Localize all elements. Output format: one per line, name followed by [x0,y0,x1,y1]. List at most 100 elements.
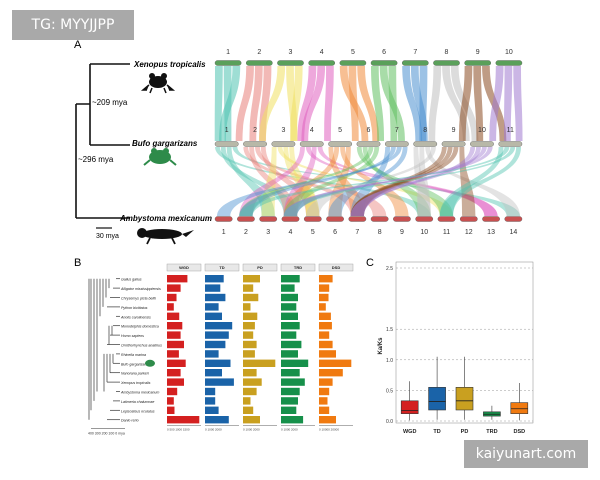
chromosome-label: 6 [367,127,371,134]
chromosome-segment [299,141,324,147]
chromosome-tracks: 1 2 3 4 5 6 7 8 9 101 2 3 4 5 6 7 8 9 10 111 2 3 4 5 6 7 8 9 10 11 12 1… [214,49,523,236]
expansion-bar [281,369,300,377]
species-name: Rhinella marina [121,353,146,357]
chromosome-label: 5 [338,127,342,134]
chromosome-segment [464,60,492,66]
tree-axis-label: 400 300 200 100 0 mya [88,431,125,435]
synteny-band [350,147,447,216]
synteny-band [239,147,510,216]
box-body [428,387,446,411]
synteny-band [317,147,498,216]
expansion-bar [319,416,336,424]
synteny-band [215,147,431,216]
expansion-bar [319,359,352,367]
species-name: Homo sapiens [121,334,144,338]
synteny-band [305,147,498,216]
divergence-label-2: ~296 mya [78,155,114,164]
expansion-bar [243,387,257,396]
y-tick-label: 0.0 [386,419,393,425]
chromosome-label: 11 [507,127,514,134]
chromosome-segment [303,216,322,222]
watermark-top: TG: MYYJJPP [12,10,134,40]
expansion-bar [319,284,330,292]
expansion-bar [167,406,175,414]
column-axis-label: 0 500 1000 1500 [167,427,190,431]
expansion-bar [205,331,229,339]
synteny-band [289,147,320,216]
panel-b-label: B [74,257,81,269]
synteny-band [428,66,442,141]
expansion-bar [319,275,333,283]
synteny-band [402,66,423,141]
chromosome-label: 4 [310,127,314,134]
synteny-band [413,147,431,216]
synteny-band [306,147,436,216]
expansion-bar [243,406,254,414]
chromosome-segment [415,216,434,222]
species-ambystoma: Ambystoma mexicanum [119,214,212,223]
chromosome-segment [281,216,300,222]
chromosome-segment [214,141,239,147]
species-name: Chrysemys picta bellii [121,297,156,301]
chromosome-segment [277,60,304,66]
chromosome-label: 9 [476,49,480,56]
x-category-label: PD [461,429,469,435]
chromosome-segment [339,60,367,66]
synteny-band [425,147,520,216]
synteny-band [219,66,241,141]
expansion-bar [319,312,331,320]
synteny-band [357,66,380,141]
expansion-bar [243,312,258,320]
chromosome-label: 7 [413,49,417,56]
synteny-band [301,66,326,141]
chromosome-segment [214,60,242,66]
chromosome-label: 8 [423,127,427,134]
synteny-band [243,147,364,216]
expansion-bar [319,397,328,405]
chromosome-label: 10 [505,49,513,56]
x-category-label: TD [433,429,440,435]
column-axis-label: 0 1000 2000 [281,427,298,431]
expansion-bar [281,275,300,283]
expansion-bar [167,331,181,339]
expansion-bar [243,293,259,302]
panel-a-tree [75,63,130,219]
synteny-band [371,66,385,141]
synteny-band [362,147,431,216]
expansion-bar [281,322,300,330]
y-tick-label: 1.0 [386,358,393,364]
synteny-band [350,147,391,216]
species-name: Python bivittatus [121,306,148,310]
column-header-box [280,263,316,272]
chromosome-segment [459,216,478,222]
column-header: PD [257,265,263,270]
chromosome-label: 3 [281,127,285,134]
chromosome-label: 10 [420,229,428,236]
synteny-band [255,147,387,216]
expansion-bar [167,387,178,396]
chromosome-segment [433,60,460,66]
species-name: Lepisosteus oculatus [121,409,155,413]
expansion-bar [167,322,183,330]
chromosome-label: 2 [253,127,257,134]
species-xenopus: Xenopus tropicalis [133,60,206,69]
chromosome-label: 11 [443,229,450,236]
synteny-band [324,66,334,141]
chromosome-label: 4 [320,49,324,56]
axolotl-icon [137,228,194,245]
synteny-band [283,147,516,216]
synteny-band [439,147,504,216]
synteny-band [239,147,396,216]
synteny-band [283,147,493,216]
synteny-band [356,147,454,216]
expansion-bar [243,378,262,386]
x-category-label: TRD [486,429,497,435]
chromosome-segment [402,60,429,66]
panel-c-label: C [366,257,374,269]
expansion-bar [243,369,257,377]
synteny-band [350,147,459,216]
expansion-bar [281,406,297,414]
column-header: WGD [179,265,189,270]
expansion-bar [167,312,180,320]
